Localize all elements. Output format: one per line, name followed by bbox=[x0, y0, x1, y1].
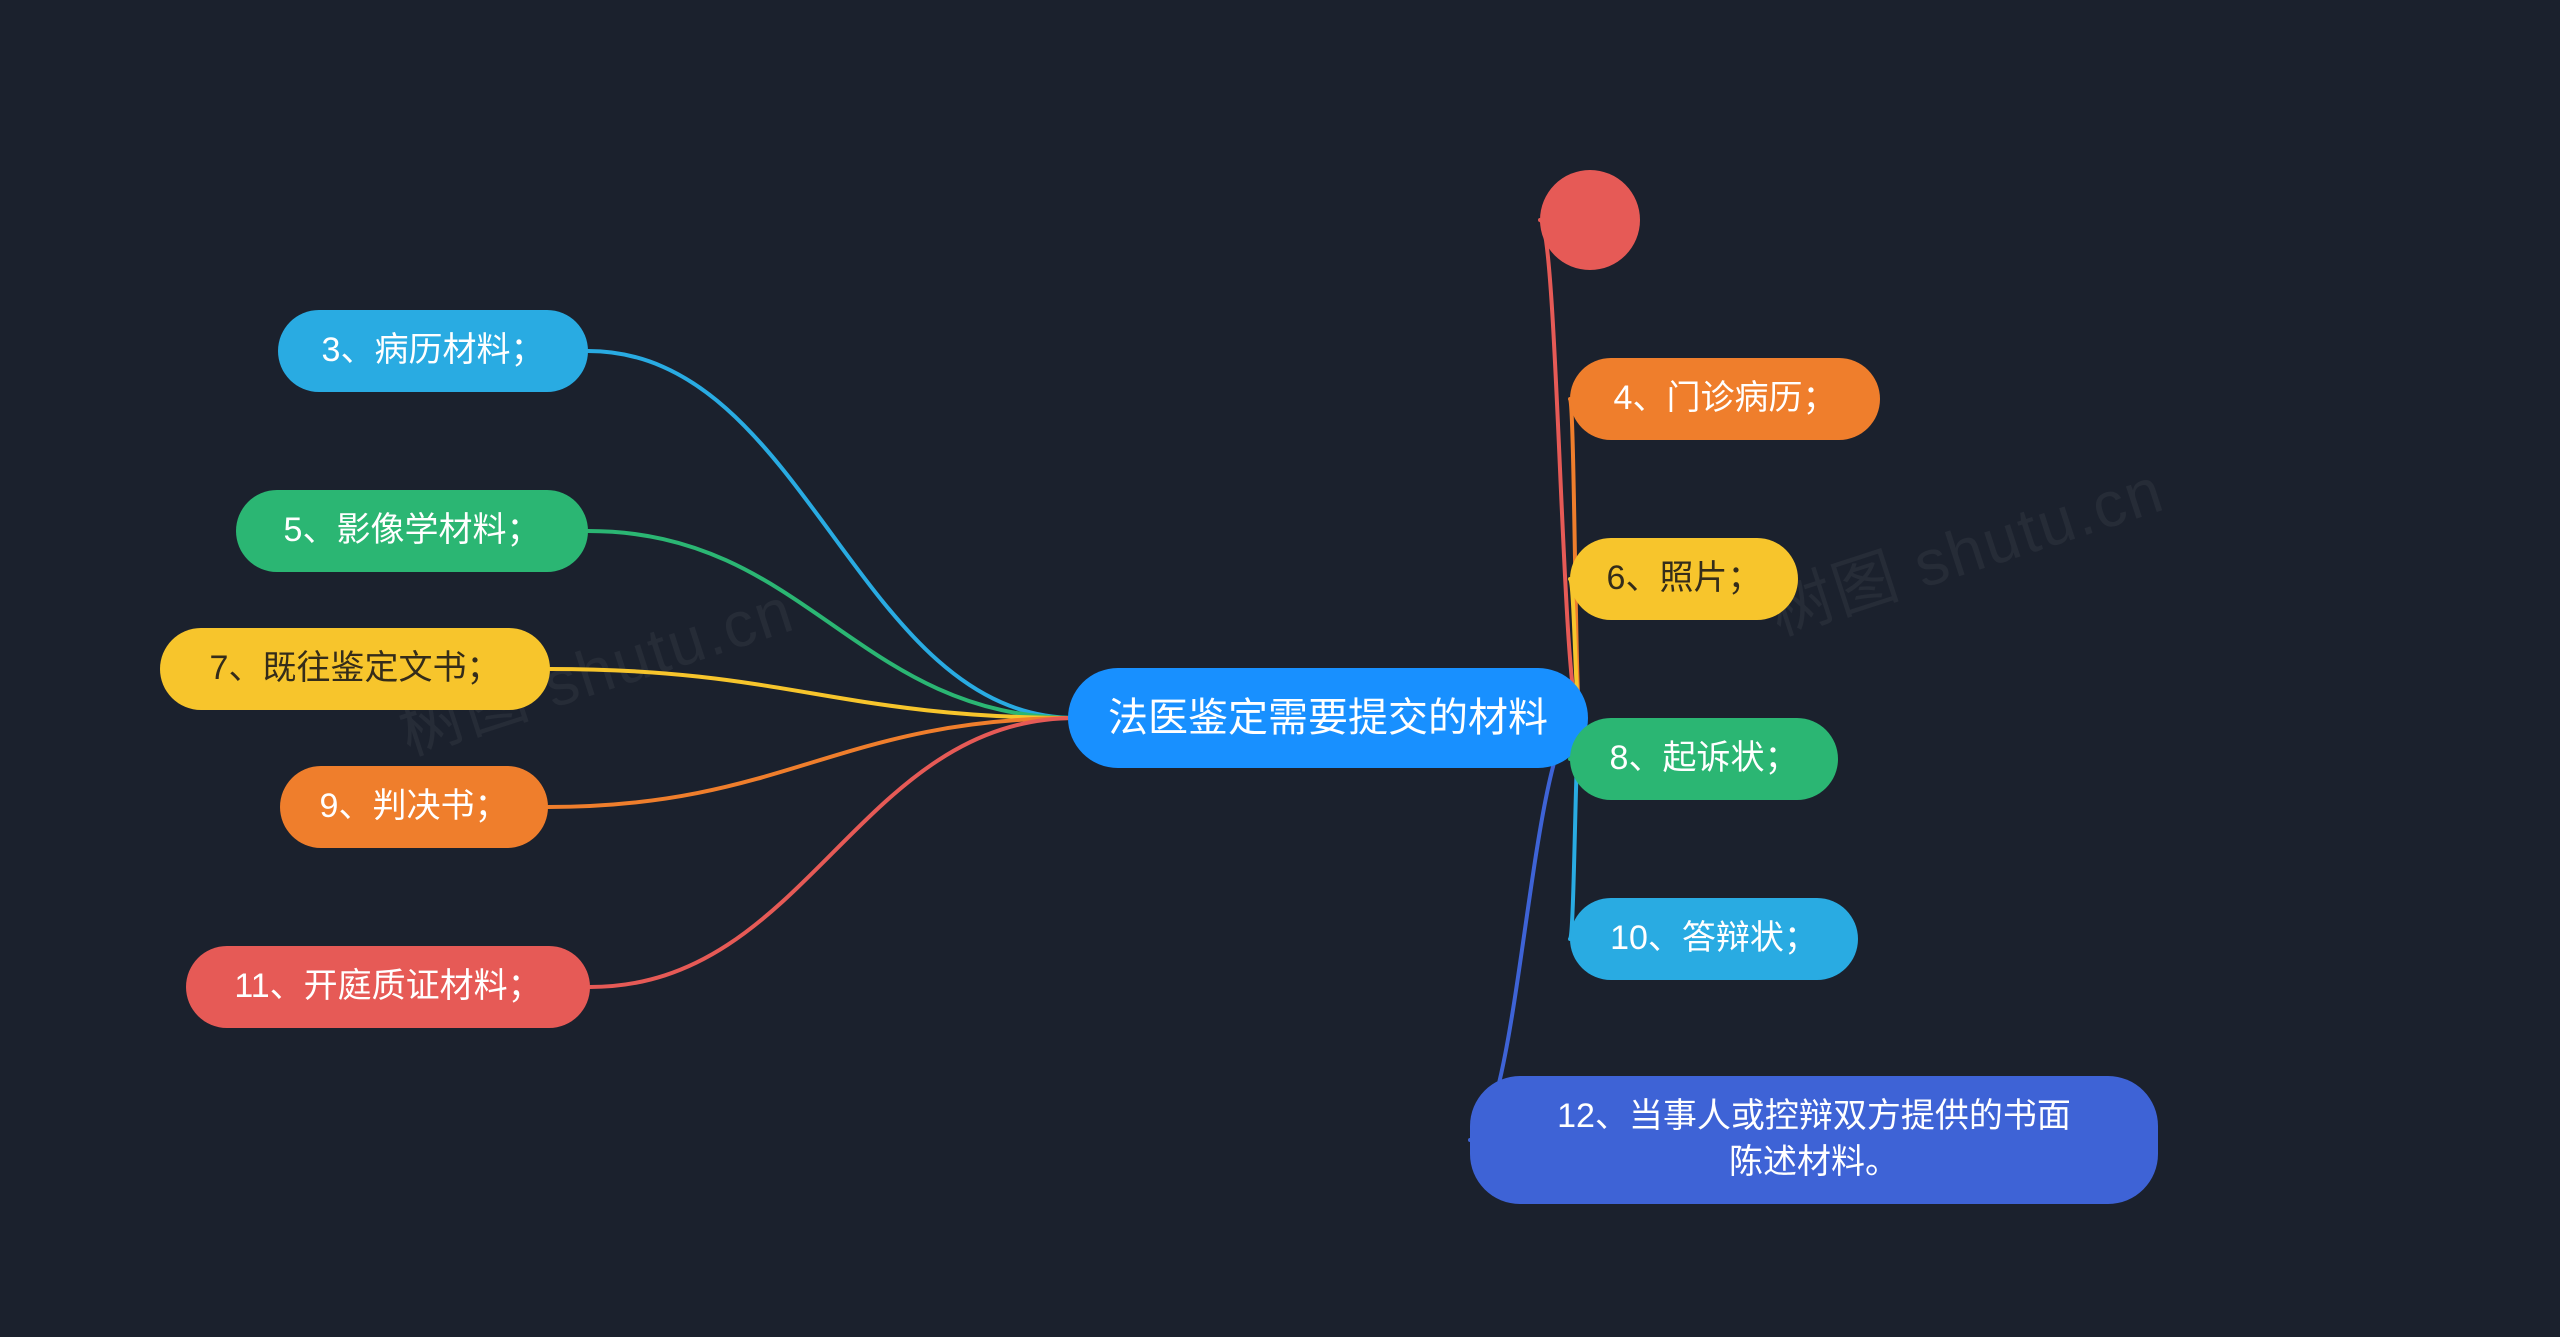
node-n7-label: 7、既往鉴定文书； bbox=[210, 646, 501, 692]
node-n8-label: 8、起诉状； bbox=[1610, 736, 1799, 782]
mindmap-canvas: 树图 shutu.cn树图 shutu.cn法医鉴定需要提交的材料4、门诊病历；… bbox=[0, 0, 2560, 1337]
node-n9[interactable]: 9、判决书； bbox=[280, 766, 548, 848]
edge-n_circle bbox=[1540, 220, 1580, 718]
node-n6-label: 6、照片； bbox=[1607, 556, 1762, 602]
node-n11-label: 11、开庭质证材料； bbox=[234, 964, 541, 1010]
node-n4[interactable]: 4、门诊病历； bbox=[1570, 358, 1880, 440]
edge-n11 bbox=[590, 718, 1076, 987]
node-n5[interactable]: 5、影像学材料； bbox=[236, 490, 588, 572]
node-n5-label: 5、影像学材料； bbox=[284, 508, 541, 554]
node-n10-label: 10、答辩状； bbox=[1610, 916, 1818, 962]
node-n8[interactable]: 8、起诉状； bbox=[1570, 718, 1838, 800]
node-n4-label: 4、门诊病历； bbox=[1614, 376, 1837, 422]
node-n_circle[interactable] bbox=[1540, 170, 1640, 270]
center-node-label: 法医鉴定需要提交的材料 bbox=[1108, 691, 1548, 745]
node-n11[interactable]: 11、开庭质证材料； bbox=[186, 946, 590, 1028]
node-n3-label: 3、病历材料； bbox=[322, 328, 545, 374]
node-n12-label: 12、当事人或控辩双方提供的书面 陈述材料。 bbox=[1557, 1094, 2071, 1186]
edge-n5 bbox=[588, 531, 1076, 718]
watermark: 树图 shutu.cn bbox=[1756, 439, 2174, 653]
edge-n9 bbox=[548, 718, 1076, 807]
node-n7[interactable]: 7、既往鉴定文书； bbox=[160, 628, 550, 710]
node-n10[interactable]: 10、答辩状； bbox=[1570, 898, 1858, 980]
edge-n7 bbox=[550, 669, 1076, 718]
node-n6[interactable]: 6、照片； bbox=[1570, 538, 1798, 620]
node-n12[interactable]: 12、当事人或控辩双方提供的书面 陈述材料。 bbox=[1470, 1076, 2158, 1204]
edge-n3 bbox=[588, 351, 1076, 718]
center-node[interactable]: 法医鉴定需要提交的材料 bbox=[1068, 668, 1588, 768]
node-n3[interactable]: 3、病历材料； bbox=[278, 310, 588, 392]
node-n9-label: 9、判决书； bbox=[320, 784, 509, 830]
